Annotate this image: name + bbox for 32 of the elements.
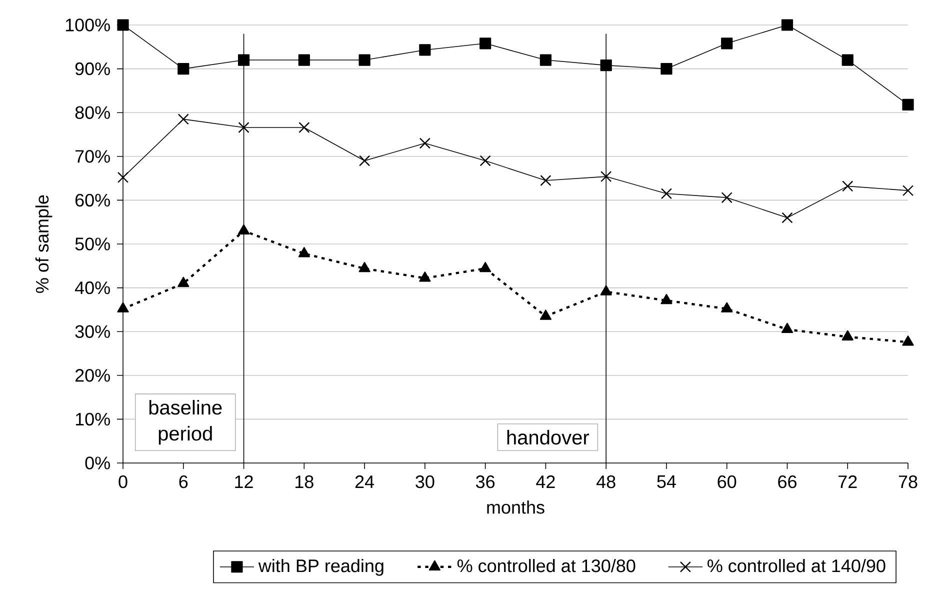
y-tick-label: 10% — [76, 412, 110, 426]
legend-label: % controlled at 130/80 — [457, 558, 636, 572]
x-tick-label: 0 — [118, 475, 128, 488]
x-tick-label: 60 — [718, 475, 736, 488]
legend-label: with BP reading — [258, 558, 384, 576]
ref-line-label: handover — [507, 430, 590, 445]
ref-line-label: baseline period — [149, 400, 222, 445]
y-axis-title: % of sample — [35, 195, 52, 293]
y-tick-label: 60% — [75, 194, 110, 207]
y-tick-label: 70% — [75, 150, 110, 163]
y-tick-label: 100% — [66, 18, 110, 32]
x-tick-label: 24 — [355, 475, 374, 488]
x-tick-label: 72 — [838, 475, 857, 488]
x-tick-label: 6 — [179, 475, 188, 488]
y-tick-label: 80% — [75, 106, 110, 119]
x-axis-title: months — [487, 500, 544, 514]
x-tick-label: 18 — [296, 475, 314, 488]
x-tick-label: 54 — [657, 475, 676, 488]
legend-label: % controlled at 140/90 — [708, 558, 886, 572]
y-tick-label: 20% — [75, 369, 110, 382]
x-tick-label: 42 — [536, 475, 555, 488]
x-tick-label: 12 — [235, 475, 253, 488]
x-tick-label: 36 — [476, 475, 495, 488]
x-tick-label: 48 — [596, 475, 616, 488]
y-tick-label: 0% — [85, 456, 110, 470]
y-tick-label: 40% — [74, 281, 110, 294]
y-tick-label: 90% — [75, 62, 110, 76]
y-tick-label: 50% — [75, 238, 110, 250]
x-tick-label: 66 — [778, 475, 796, 488]
y-tick-label: 30% — [75, 325, 110, 338]
x-tick-label: 30 — [416, 475, 434, 488]
x-tick-label: 78 — [898, 475, 918, 488]
